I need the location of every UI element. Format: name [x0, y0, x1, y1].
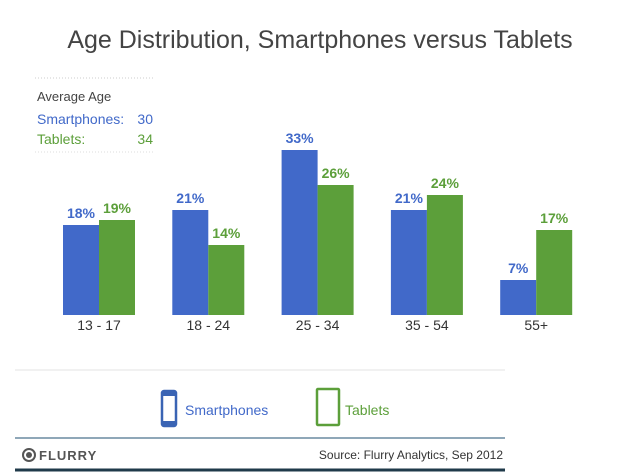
data-label: 17%	[540, 210, 569, 226]
bar-tablets-4	[426, 195, 463, 315]
bar-tablets-2	[208, 245, 245, 315]
legend: Smartphones Tablets	[160, 387, 389, 428]
data-label: 24%	[431, 175, 460, 191]
data-label: 18%	[67, 205, 96, 221]
data-label: 19%	[103, 200, 132, 216]
bar-tablets-1	[99, 220, 135, 315]
data-label: 7%	[508, 260, 529, 276]
bar-smartphones-1	[63, 225, 99, 315]
average-age-heading: Average Age	[37, 89, 111, 104]
category-label: 25 - 34	[296, 317, 340, 333]
category-label: 18 - 24	[187, 317, 231, 333]
data-label: 26%	[322, 165, 351, 181]
category-label: 13 - 17	[77, 317, 121, 333]
category-label: 55+	[524, 317, 548, 333]
source-note: Source: Flurry Analytics, Sep 2012	[319, 448, 503, 462]
data-label: 14%	[212, 225, 241, 241]
flurry-logo: FLURRY	[22, 448, 97, 463]
tablet-icon	[315, 387, 341, 427]
average-age-tablets-label: Tablets:	[37, 131, 85, 147]
bar-smartphones-3	[281, 150, 318, 315]
data-label: 21%	[395, 190, 424, 206]
category-label: 35 - 54	[405, 317, 449, 333]
bar-smartphones-2	[172, 210, 209, 315]
average-age-tablets-value: 34	[137, 131, 153, 147]
chart-title: Age Distribution, Smartphones versus Tab…	[67, 26, 572, 54]
bar-tablets-3	[317, 185, 354, 315]
legend-tablets-label: Tablets	[345, 402, 389, 418]
average-age-smartphones-value: 30	[137, 111, 153, 127]
smartphone-icon	[160, 389, 178, 428]
bars: 18% 19% 13 - 17 21% 14% 18 - 24 33% 26% 25 - 34 2…	[63, 130, 573, 333]
data-label: 21%	[176, 190, 205, 206]
legend-smartphones-label: Smartphones	[185, 402, 268, 418]
svg-text:FLURRY: FLURRY	[39, 448, 97, 463]
data-label: 33%	[286, 130, 315, 146]
bar-smartphones-4	[390, 210, 427, 315]
bar-tablets-5	[536, 230, 573, 315]
average-age-smartphones-label: Smartphones:	[37, 111, 124, 127]
bar-smartphones-5	[500, 280, 537, 315]
